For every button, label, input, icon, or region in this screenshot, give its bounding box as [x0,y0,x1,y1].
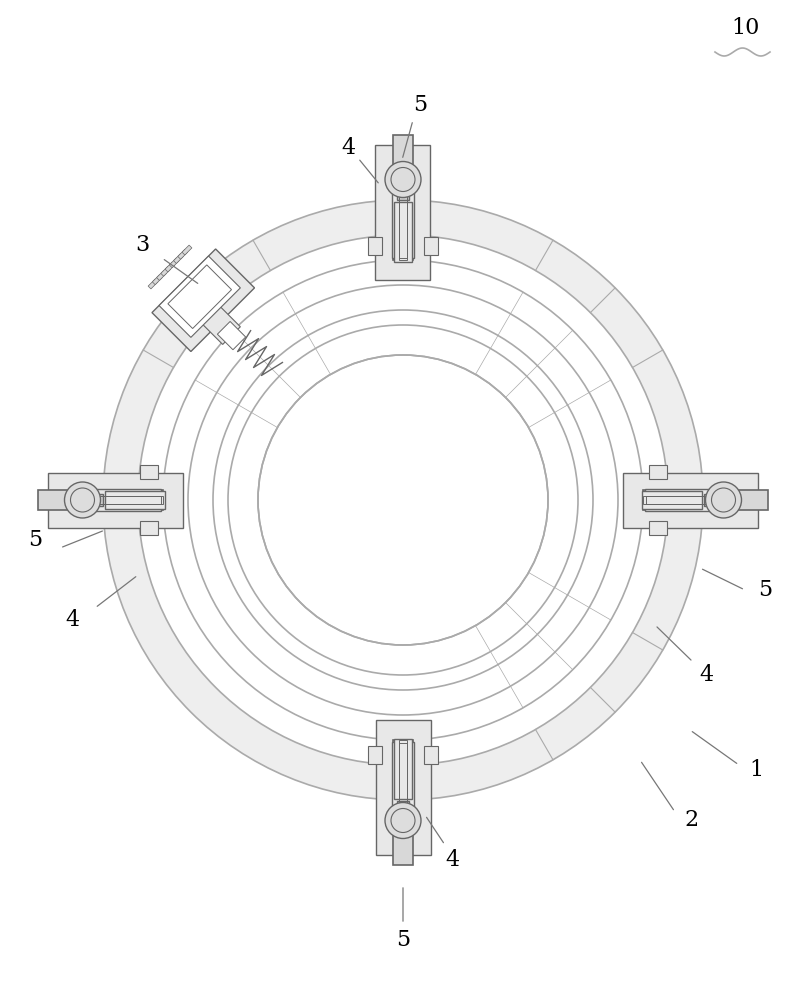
Polygon shape [178,249,188,259]
Text: 2: 2 [685,809,699,831]
Polygon shape [376,720,430,855]
Text: 5: 5 [396,929,410,951]
Polygon shape [48,473,183,528]
Polygon shape [218,321,246,350]
Polygon shape [368,746,382,764]
Polygon shape [393,740,413,865]
Circle shape [138,235,668,765]
Polygon shape [161,266,171,276]
Text: 5: 5 [28,529,42,551]
Text: 5: 5 [413,94,427,116]
Polygon shape [152,249,255,352]
Text: 4: 4 [341,137,355,159]
Polygon shape [649,521,667,535]
Polygon shape [73,494,102,506]
Polygon shape [182,245,192,255]
Polygon shape [165,262,175,272]
Polygon shape [376,145,430,280]
Polygon shape [156,271,167,280]
Polygon shape [169,258,179,268]
Polygon shape [394,738,412,798]
Polygon shape [397,169,409,200]
Polygon shape [642,491,701,509]
Text: 4: 4 [445,849,459,871]
Polygon shape [159,256,240,337]
Text: 10: 10 [731,17,759,39]
Polygon shape [148,279,158,289]
Polygon shape [105,491,164,509]
Text: 3: 3 [135,234,149,256]
Polygon shape [645,489,730,511]
Polygon shape [173,254,184,263]
Polygon shape [139,521,157,535]
Circle shape [385,802,421,838]
Polygon shape [76,489,161,511]
Polygon shape [392,173,414,258]
Polygon shape [139,465,157,479]
Polygon shape [202,306,240,344]
Polygon shape [424,236,438,254]
Polygon shape [392,742,414,827]
Circle shape [705,482,742,518]
Polygon shape [394,202,412,261]
Polygon shape [623,473,758,528]
Polygon shape [38,490,163,510]
Polygon shape [393,135,413,260]
Text: 4: 4 [65,609,79,631]
Polygon shape [704,494,733,506]
Polygon shape [424,746,438,764]
Polygon shape [643,490,768,510]
Circle shape [103,200,703,800]
Polygon shape [368,236,382,254]
Text: 1: 1 [749,759,763,781]
Polygon shape [649,465,667,479]
Circle shape [258,355,548,645]
Circle shape [385,161,421,198]
Text: 4: 4 [699,664,713,686]
Polygon shape [397,800,409,830]
Text: 5: 5 [758,579,772,601]
Polygon shape [152,275,162,285]
Circle shape [64,482,101,518]
